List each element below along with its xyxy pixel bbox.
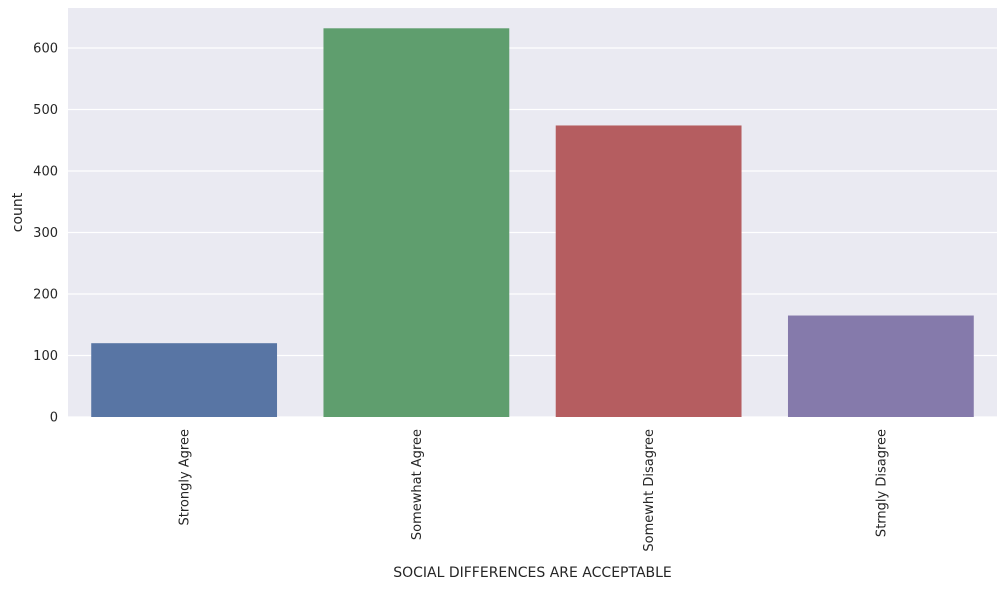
x-tick-label: Strngly Disagree — [874, 429, 889, 537]
x-tick-label: Somewht Disagree — [642, 429, 657, 552]
y-tick-label: 600 — [33, 41, 58, 56]
x-tick-label: Somewhat Agree — [410, 429, 425, 540]
y-tick-label: 0 — [50, 411, 58, 426]
y-tick-label: 500 — [33, 103, 58, 118]
y-axis-label: count — [10, 192, 26, 232]
bar-somewht-disagree — [555, 125, 742, 418]
x-axis-label: SOCIAL DIFFERENCES ARE ACCEPTABLE — [393, 565, 672, 581]
y-tick-labels: 0 100 200 300 400 500 600 — [33, 41, 58, 425]
bar-somewhat-agree — [323, 28, 510, 418]
x-tick-label: Strongly Agree — [178, 429, 193, 526]
bar-strongly-agree — [91, 343, 278, 417]
bar-strngly-disagree — [787, 315, 974, 417]
y-tick-label: 100 — [33, 349, 58, 364]
y-tick-label: 200 — [33, 287, 58, 302]
y-tick-label: 400 — [33, 164, 58, 179]
y-tick-label: 300 — [33, 226, 58, 241]
x-tick-labels: Strongly Agree Somewhat Agree Somewht Disa… — [178, 429, 890, 552]
bars — [91, 28, 974, 418]
